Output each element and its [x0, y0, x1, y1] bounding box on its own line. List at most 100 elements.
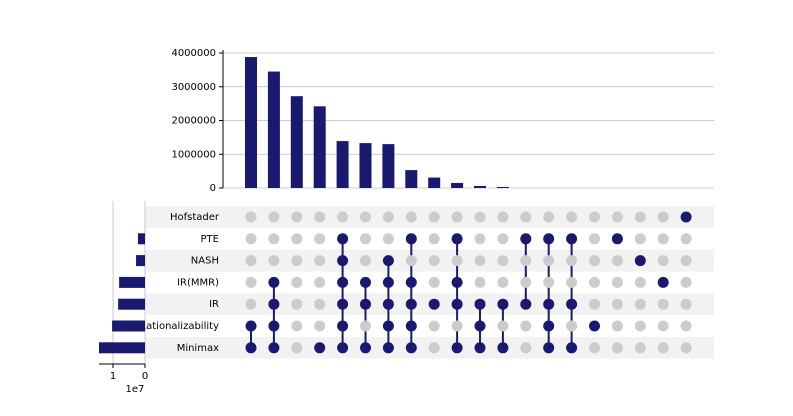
bar: [496, 186, 509, 188]
matrix-dot: [405, 255, 417, 267]
matrix-dot: [451, 342, 463, 354]
matrix-dot: [245, 320, 257, 332]
bar: [245, 57, 257, 188]
matrix-dot: [566, 342, 578, 354]
matrix-dot: [245, 298, 257, 310]
matrix-dot: [268, 276, 280, 288]
bar: [405, 170, 418, 188]
matrix-dot: [543, 233, 555, 245]
matrix-dot: [428, 211, 440, 223]
matrix-dot: [520, 233, 532, 245]
matrix-dot: [314, 255, 326, 267]
matrix-dot: [245, 233, 257, 245]
matrix-dot: [566, 276, 578, 288]
matrix-dot: [680, 233, 692, 245]
bar: [428, 177, 441, 188]
set-label: IR: [209, 299, 219, 310]
matrix-dot: [428, 342, 440, 354]
matrix-dot: [428, 320, 440, 332]
y-tick-label: 3000000: [171, 82, 216, 93]
y-tick-label: 4000000: [171, 48, 216, 59]
matrix-dot: [589, 211, 600, 223]
matrix-dot: [680, 255, 692, 267]
matrix-dot: [245, 211, 257, 223]
matrix-dot: [291, 276, 303, 288]
matrix-dot: [405, 211, 417, 223]
matrix-dot: [268, 320, 280, 332]
matrix-dot: [314, 298, 326, 310]
matrix-dot: [428, 276, 440, 288]
matrix-dot: [360, 211, 371, 223]
matrix-dot: [405, 298, 417, 310]
matrix-dot: [680, 211, 692, 223]
matrix-dot: [566, 298, 578, 310]
bar: [382, 144, 395, 188]
matrix-dot: [360, 233, 371, 245]
matrix-dot: [428, 298, 440, 310]
matrix-dot: [382, 298, 394, 310]
matrix-dot: [291, 211, 303, 223]
matrix-dot: [382, 255, 394, 267]
matrix-dot: [382, 276, 394, 288]
set-label: Hofstader: [170, 212, 220, 223]
set-x-tick-label: 0: [142, 371, 148, 382]
matrix-dot: [360, 320, 371, 332]
set-label: IR(MMR): [177, 277, 219, 288]
bar: [474, 185, 486, 188]
matrix-dot: [337, 255, 349, 267]
matrix-dot: [474, 298, 486, 310]
set-x-offset-label: 1e7: [126, 384, 145, 395]
matrix-dot: [634, 211, 646, 223]
matrix-dot: [589, 233, 600, 245]
matrix-dot: [382, 342, 394, 354]
set-size-bar: [112, 320, 145, 332]
matrix-dot: [566, 255, 578, 267]
matrix-dot: [680, 298, 692, 310]
set-size-bar: [136, 255, 145, 267]
matrix-dot: [405, 342, 417, 354]
matrix-dot: [474, 342, 486, 354]
matrix-dot: [337, 233, 349, 245]
matrix-dot: [405, 233, 417, 245]
matrix-dot: [497, 255, 509, 267]
matrix-dot: [589, 342, 600, 354]
bar: [290, 96, 303, 188]
matrix-dot: [268, 233, 280, 245]
matrix-dot: [611, 298, 623, 310]
matrix-dot: [337, 342, 349, 354]
y-tick-label: 0: [210, 183, 216, 194]
matrix-dot: [611, 276, 623, 288]
set-label: NASH: [191, 256, 219, 267]
matrix-dot: [634, 255, 646, 267]
matrix-dot: [405, 276, 417, 288]
matrix-dot: [268, 255, 280, 267]
bar: [451, 182, 464, 188]
matrix-dot: [543, 255, 555, 267]
matrix-dot: [291, 320, 303, 332]
matrix-dot: [451, 211, 463, 223]
matrix-dot: [337, 320, 349, 332]
matrix-dot: [589, 320, 600, 332]
matrix-dot: [497, 233, 509, 245]
matrix-dot: [268, 298, 280, 310]
matrix-dot: [360, 276, 371, 288]
bar: [359, 143, 372, 188]
matrix-dot: [543, 298, 555, 310]
matrix-dot: [680, 276, 692, 288]
set-size-bar: [99, 342, 145, 354]
matrix-dot: [657, 276, 669, 288]
matrix-dot: [520, 211, 532, 223]
matrix-dot: [634, 342, 646, 354]
matrix-dot: [589, 276, 600, 288]
matrix-dot: [451, 233, 463, 245]
matrix-dot: [611, 255, 623, 267]
matrix-dot: [268, 211, 280, 223]
matrix-dot: [337, 276, 349, 288]
matrix-dot: [291, 255, 303, 267]
matrix-dot: [337, 211, 349, 223]
matrix-dot: [474, 211, 486, 223]
matrix-dot: [497, 298, 509, 310]
matrix-dot: [657, 255, 669, 267]
set-x-tick-label: 1: [110, 371, 116, 382]
